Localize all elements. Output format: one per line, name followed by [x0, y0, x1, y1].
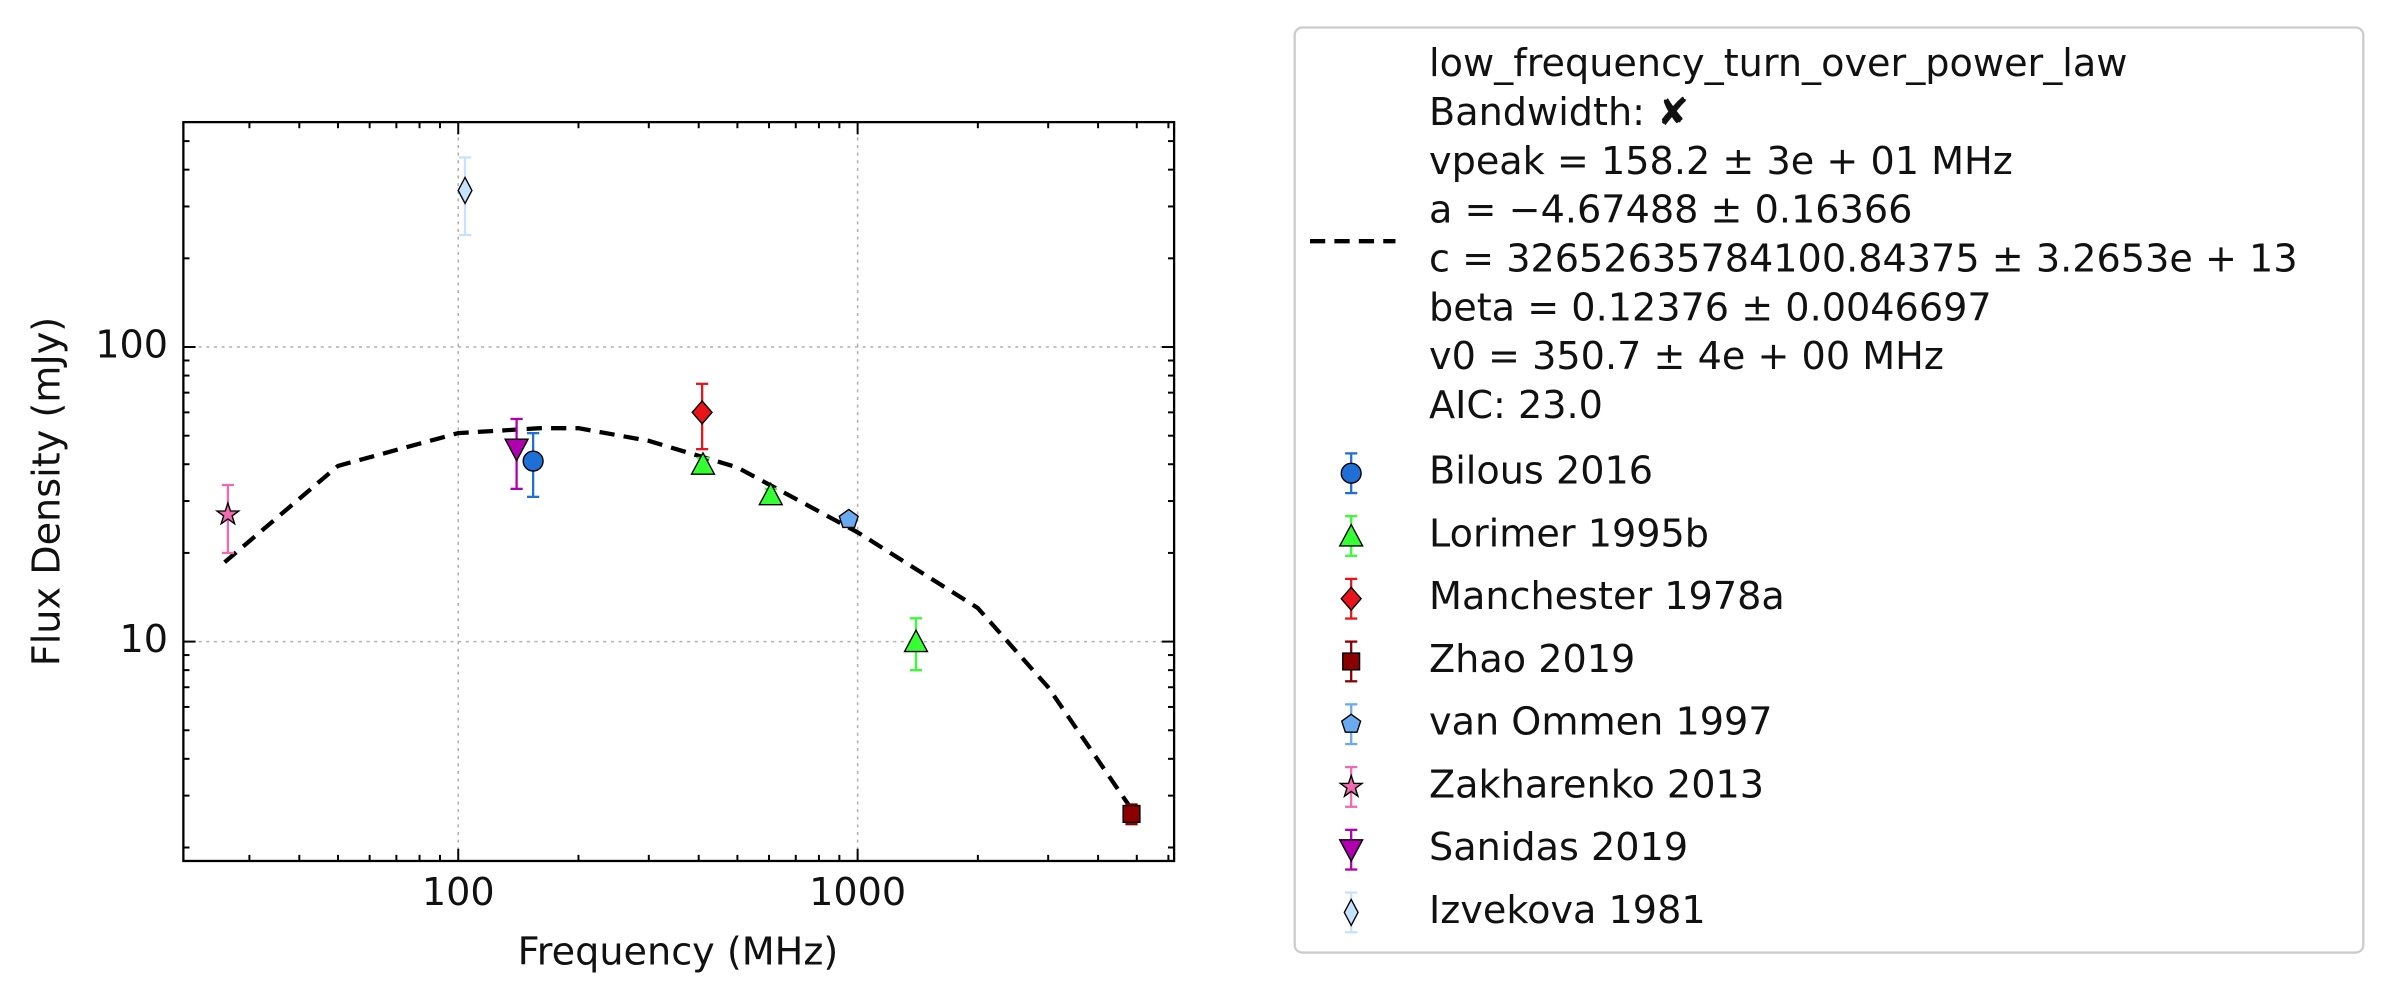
marker	[691, 399, 713, 425]
legend-label: Lorimer 1995b	[1429, 511, 1709, 555]
legend-fit-detail: vpeak = 158.2 ± 3e + 01 MHz	[1429, 139, 2013, 183]
plot-frame	[182, 120, 1176, 863]
legend-marker	[1342, 652, 1361, 671]
legend-fit-detail: c = 32652635784100.84375 ± 3.2653e + 13	[1429, 237, 2298, 281]
y-axis-label: Flux Density (mJy)	[25, 317, 69, 666]
x-axis-label: Frequency (MHz)	[518, 930, 839, 974]
legend-marker	[1340, 462, 1362, 484]
legend-marker	[1338, 773, 1365, 798]
legend-label: Sanidas 2019	[1429, 825, 1688, 869]
legend-marker	[1338, 839, 1364, 863]
x-tick-label: 100	[422, 870, 495, 914]
legend-label: Bilous 2016	[1429, 449, 1653, 493]
legend-label: Zakharenko 2013	[1429, 762, 1764, 806]
legend-fit-detail: v0 = 350.7 ± 4e + 00 MHz	[1429, 334, 1944, 378]
legend-label: Manchester 1978a	[1429, 574, 1785, 618]
legend-marker	[1340, 713, 1362, 733]
x-tick-label: 1000	[809, 870, 906, 914]
legend-fit-detail: Bandwidth: ✘	[1429, 90, 1689, 134]
marker	[457, 176, 473, 205]
fit-line	[223, 426, 1134, 811]
legend-fit-detail: beta = 0.12376 ± 0.0046697	[1429, 285, 1992, 329]
y-tick-label: 100	[95, 323, 168, 367]
y-tick-label: 10	[120, 617, 169, 661]
legend-fit-detail: AIC: 23.0	[1429, 383, 1603, 427]
legend-box	[1293, 26, 2365, 954]
legend-marker	[1340, 586, 1363, 612]
legend-marker	[1343, 897, 1359, 927]
marker	[690, 451, 716, 475]
marker	[838, 508, 859, 529]
legend-label: Zhao 2019	[1429, 637, 1635, 681]
marker	[214, 500, 241, 526]
marker	[504, 438, 530, 463]
legend-fit-detail: a = −4.67488 ± 0.16366	[1429, 188, 1912, 232]
legend-marker	[1338, 523, 1364, 547]
legend-label: van Ommen 1997	[1429, 700, 1773, 744]
marker	[903, 628, 929, 653]
marker	[522, 450, 544, 472]
legend-label: Izvekova 1981	[1429, 888, 1706, 932]
legend-label: low_frequency_turn_over_power_law	[1429, 41, 2127, 85]
marker	[758, 481, 784, 506]
marker	[1122, 804, 1141, 824]
